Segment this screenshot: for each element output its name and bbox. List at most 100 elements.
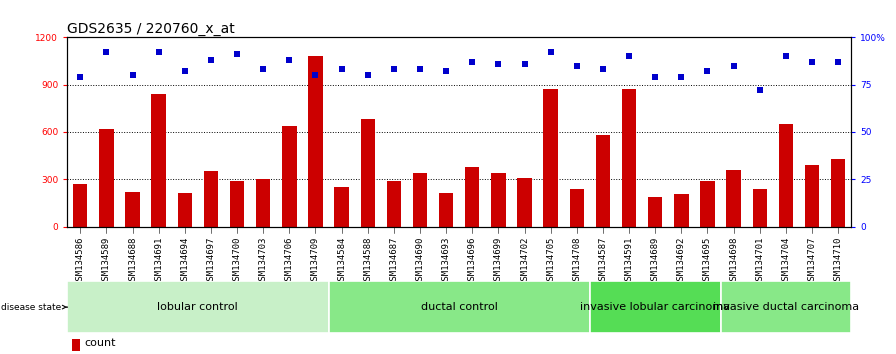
Bar (73, 184, 88, 227)
Bar (151, 94, 166, 227)
Point (805, 59, 819, 65)
Point (73, 74, 88, 80)
Text: GSM134688: GSM134688 (128, 236, 137, 285)
Text: GSM134694: GSM134694 (180, 236, 189, 285)
Bar (177, 193, 192, 227)
Point (282, 57, 297, 63)
Bar (596, 135, 610, 227)
Bar (622, 89, 636, 227)
Bar (570, 189, 584, 227)
Point (674, 74, 688, 80)
Bar (72, 339, 80, 351)
Point (831, 59, 845, 65)
Text: invasive lobular carcinoma: invasive lobular carcinoma (581, 302, 730, 312)
Text: GSM134710: GSM134710 (833, 236, 842, 285)
Text: GSM134709: GSM134709 (311, 236, 320, 285)
Point (465, 59, 479, 65)
Point (360, 72, 375, 78)
Bar (282, 126, 297, 227)
Point (596, 67, 610, 72)
Text: GSM134706: GSM134706 (285, 236, 294, 285)
Text: GSM134696: GSM134696 (468, 236, 477, 285)
Text: ductal control: ductal control (421, 302, 497, 312)
Text: GSM134586: GSM134586 (76, 236, 85, 285)
Bar (413, 173, 427, 227)
Point (387, 67, 401, 72)
Bar (517, 178, 531, 227)
Point (151, 50, 166, 55)
Bar (465, 167, 479, 227)
Bar (308, 56, 323, 227)
Text: GSM134704: GSM134704 (781, 236, 790, 285)
Bar (727, 170, 741, 227)
Text: GSM134589: GSM134589 (102, 236, 111, 285)
Bar (387, 181, 401, 227)
Bar (256, 179, 271, 227)
Text: GSM134588: GSM134588 (363, 236, 372, 285)
Text: GSM134705: GSM134705 (547, 236, 556, 285)
Bar (230, 181, 245, 227)
Point (491, 61, 505, 67)
Point (334, 67, 349, 72)
Text: GSM134703: GSM134703 (259, 236, 268, 285)
Bar (701, 181, 715, 227)
Text: lobular control: lobular control (158, 302, 238, 312)
Bar (648, 198, 662, 227)
Point (413, 67, 427, 72)
Bar (674, 194, 688, 227)
Bar (720, 281, 851, 333)
Text: GSM134701: GSM134701 (755, 236, 764, 285)
Point (177, 68, 192, 74)
Bar (334, 187, 349, 227)
Text: GSM134702: GSM134702 (520, 236, 529, 285)
Bar (125, 192, 140, 227)
Point (701, 68, 715, 74)
Point (648, 74, 662, 80)
Point (727, 63, 741, 68)
Text: GSM134697: GSM134697 (206, 236, 215, 285)
Point (230, 51, 245, 57)
Bar (590, 281, 720, 333)
Text: GSM134691: GSM134691 (154, 236, 163, 285)
Text: GSM134690: GSM134690 (416, 236, 425, 285)
Text: GSM134689: GSM134689 (650, 236, 659, 285)
Text: disease state: disease state (2, 303, 67, 312)
Text: count: count (84, 338, 116, 348)
Bar (360, 119, 375, 227)
Bar (779, 124, 793, 227)
Point (517, 61, 531, 67)
Text: GSM134695: GSM134695 (703, 236, 712, 285)
Text: GSM134698: GSM134698 (729, 236, 738, 285)
Text: GDS2635 / 220760_x_at: GDS2635 / 220760_x_at (67, 22, 235, 36)
Point (99, 50, 114, 55)
Point (544, 50, 558, 55)
Point (125, 72, 140, 78)
Bar (805, 165, 819, 227)
Text: GSM134584: GSM134584 (337, 236, 346, 285)
Point (256, 67, 271, 72)
Point (622, 53, 636, 59)
Text: GSM134700: GSM134700 (233, 236, 242, 285)
Text: GSM134707: GSM134707 (807, 236, 816, 285)
Text: GSM134708: GSM134708 (573, 236, 582, 285)
Bar (439, 193, 453, 227)
Point (203, 57, 218, 63)
Bar (753, 189, 767, 227)
Point (753, 87, 767, 93)
Bar (67, 281, 329, 333)
Point (308, 72, 323, 78)
Bar (544, 89, 558, 227)
Text: GSM134692: GSM134692 (676, 236, 685, 285)
Point (779, 53, 793, 59)
Text: GSM134591: GSM134591 (625, 236, 633, 285)
Text: GSM134687: GSM134687 (390, 236, 399, 285)
Bar (831, 159, 845, 227)
Bar (491, 173, 505, 227)
Point (570, 63, 584, 68)
Text: GSM134587: GSM134587 (599, 236, 607, 285)
Bar (329, 281, 590, 333)
Point (439, 68, 453, 74)
Text: invasive ductal carcinoma: invasive ductal carcinoma (713, 302, 859, 312)
Text: GSM134693: GSM134693 (442, 236, 451, 285)
Bar (203, 171, 218, 227)
